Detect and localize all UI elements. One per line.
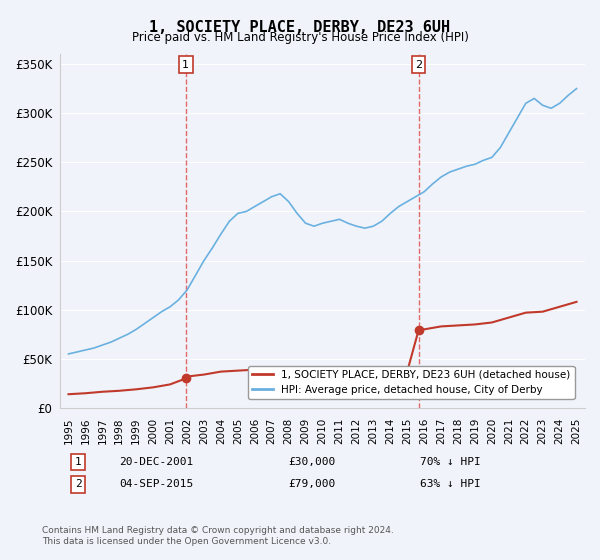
Text: 2: 2: [415, 60, 422, 70]
Text: 2: 2: [74, 479, 82, 489]
Text: 70% ↓ HPI: 70% ↓ HPI: [419, 457, 481, 467]
Text: £79,000: £79,000: [289, 479, 335, 489]
Text: Contains HM Land Registry data © Crown copyright and database right 2024.
This d: Contains HM Land Registry data © Crown c…: [42, 526, 394, 546]
Text: 1: 1: [182, 60, 189, 70]
Text: £30,000: £30,000: [289, 457, 335, 467]
Text: 1, SOCIETY PLACE, DERBY, DE23 6UH: 1, SOCIETY PLACE, DERBY, DE23 6UH: [149, 20, 451, 35]
Text: 20-DEC-2001: 20-DEC-2001: [119, 457, 193, 467]
Legend: 1, SOCIETY PLACE, DERBY, DE23 6UH (detached house), HPI: Average price, detached: 1, SOCIETY PLACE, DERBY, DE23 6UH (detac…: [248, 366, 575, 399]
Text: 1: 1: [74, 457, 82, 467]
Text: Price paid vs. HM Land Registry's House Price Index (HPI): Price paid vs. HM Land Registry's House …: [131, 31, 469, 44]
Text: 63% ↓ HPI: 63% ↓ HPI: [419, 479, 481, 489]
Text: 04-SEP-2015: 04-SEP-2015: [119, 479, 193, 489]
